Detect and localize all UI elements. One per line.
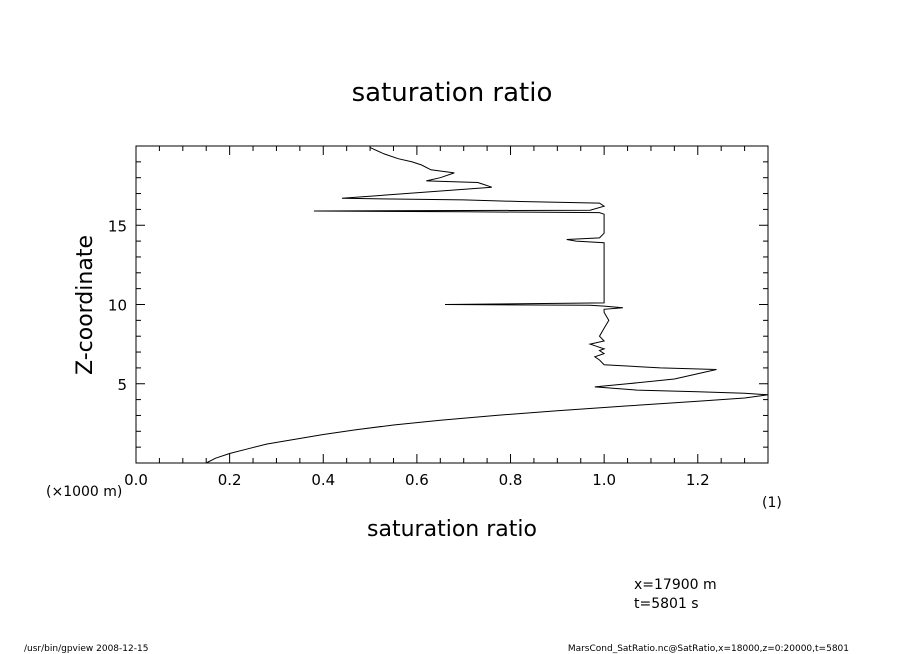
x-unit-label: (1) bbox=[762, 495, 782, 511]
y-tick-label: 15 bbox=[108, 217, 127, 235]
y-tick-label: 10 bbox=[108, 297, 127, 315]
x-position-annotation: x=17900 m bbox=[634, 577, 717, 593]
x-tick-label: 1.2 bbox=[686, 471, 710, 489]
y-unit-label: (×1000 m) bbox=[46, 484, 122, 500]
y-tick-labels: 5 10 15 bbox=[108, 217, 127, 394]
time-annotation: t=5801 s bbox=[634, 596, 699, 612]
y-tick-label: 5 bbox=[117, 376, 127, 394]
y-axis-label: Z-coordinate bbox=[73, 235, 98, 375]
footer-left: /usr/bin/gpview 2008-12-15 bbox=[24, 644, 148, 654]
footer-right: MarsCond_SatRatio.nc@SatRatio,x=18000,z=… bbox=[568, 644, 849, 654]
x-tick-label: 0.0 bbox=[124, 471, 148, 489]
x-tick-labels: 0.0 0.2 0.4 0.6 0.8 1.0 1.2 bbox=[124, 471, 710, 489]
series-line bbox=[205, 147, 769, 464]
chart-title: saturation ratio bbox=[352, 78, 553, 108]
x-tick-label: 0.8 bbox=[499, 471, 523, 489]
x-tick-label: 0.2 bbox=[218, 471, 242, 489]
x-axis-label: saturation ratio bbox=[367, 517, 537, 542]
x-tick-label: 1.0 bbox=[592, 471, 616, 489]
x-tick-label: 0.4 bbox=[311, 471, 335, 489]
x-tick-label: 0.6 bbox=[405, 471, 429, 489]
tick-marks bbox=[135, 145, 769, 464]
